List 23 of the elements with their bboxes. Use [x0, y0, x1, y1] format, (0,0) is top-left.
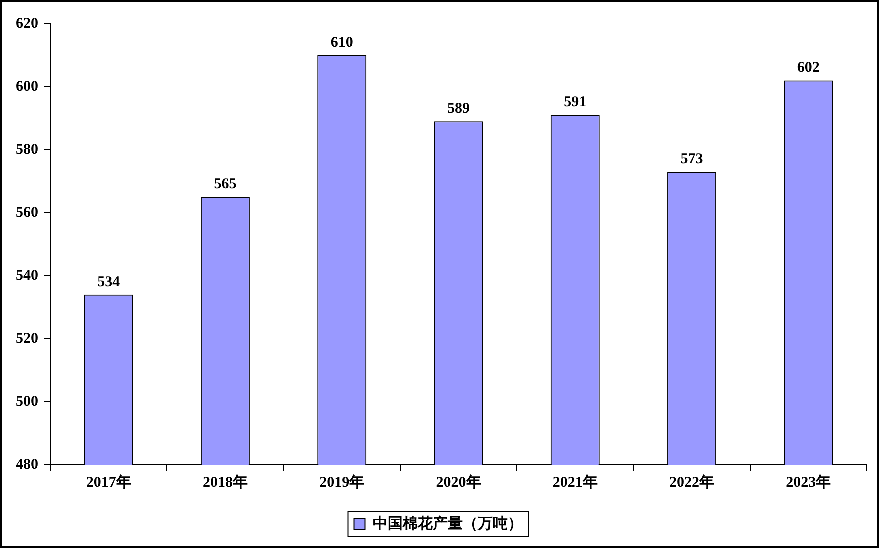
x-tick-label: 2021年 [552, 474, 598, 491]
x-tick-label: 2020年 [436, 474, 482, 491]
x-tick-label: 2019年 [320, 474, 365, 491]
y-tick-label: 540 [16, 268, 38, 284]
x-tick-label: 2017年 [86, 474, 132, 491]
x-tick-label: 2018年 [202, 474, 248, 491]
x-tick-label: 2022年 [670, 474, 715, 491]
y-tick-label: 520 [16, 330, 38, 347]
y-tick-label: 600 [16, 78, 38, 95]
data-label: 591 [564, 94, 587, 111]
y-tick-label: 580 [16, 142, 38, 158]
y-tick-label: 480 [16, 456, 38, 473]
y-tick-label: 620 [16, 16, 38, 32]
data-label: 589 [448, 101, 470, 118]
data-label: 602 [797, 60, 820, 76]
y-tick-label: 500 [16, 394, 38, 410]
legend-label: 中国棉花产量（万吨） [372, 515, 523, 532]
data-label: 534 [98, 274, 121, 290]
x-tick-label: 2023年 [786, 474, 832, 491]
data-label: 610 [330, 34, 354, 51]
data-label: 565 [214, 176, 237, 193]
data-label: 573 [680, 151, 704, 168]
y-tick-label: 560 [16, 204, 38, 221]
